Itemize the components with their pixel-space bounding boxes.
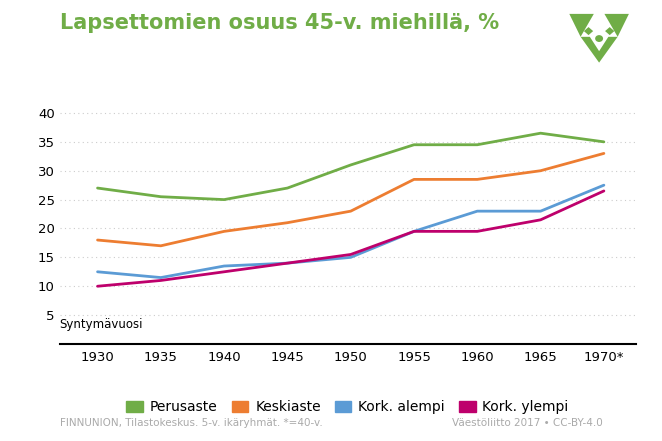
Polygon shape (581, 37, 618, 63)
Circle shape (595, 35, 603, 42)
Text: Syntymävuosi: Syntymävuosi (60, 318, 143, 331)
Text: Lapsettomien osuus 45-v. miehillä, %: Lapsettomien osuus 45-v. miehillä, % (60, 13, 498, 33)
Text: Väestöliitto 2017 • CC-BY-4.0: Väestöliitto 2017 • CC-BY-4.0 (451, 418, 602, 428)
Polygon shape (584, 27, 593, 35)
Polygon shape (604, 14, 629, 37)
Polygon shape (569, 14, 594, 37)
Polygon shape (605, 27, 614, 35)
Text: FINNUNION, Tilastokeskus. 5-v. ikäryhmät. *=40-v.: FINNUNION, Tilastokeskus. 5-v. ikäryhmät… (60, 418, 322, 428)
Legend: Perusaste, Keskiaste, Kork. alempi, Kork. ylempi: Perusaste, Keskiaste, Kork. alempi, Kork… (120, 395, 575, 420)
